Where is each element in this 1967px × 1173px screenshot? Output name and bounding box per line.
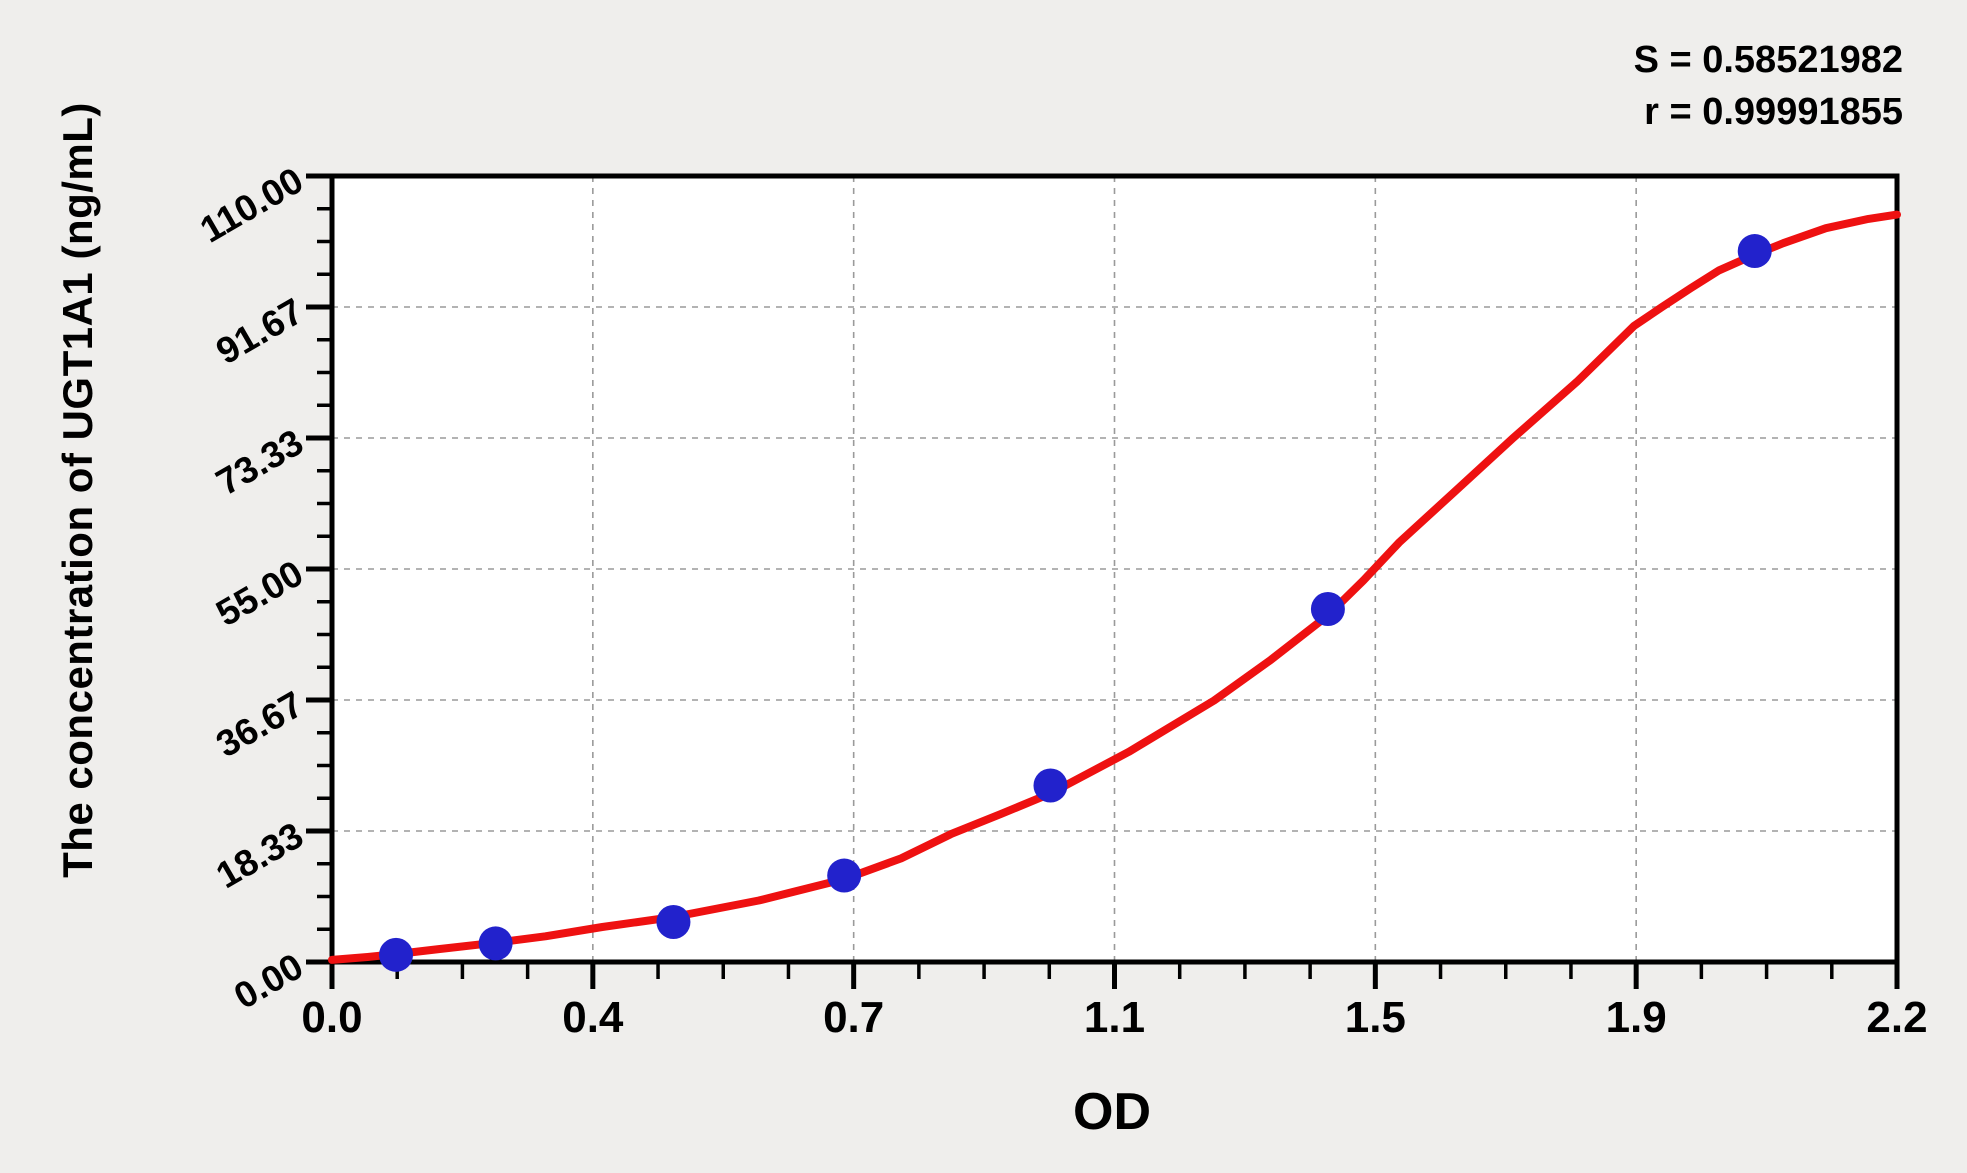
data-point — [1310, 592, 1345, 627]
x-tick-label: 0.7 — [823, 993, 884, 1042]
y-tick-label: 18.33 — [209, 814, 310, 896]
standard-curve-line — [328, 210, 1901, 964]
data-point — [827, 858, 862, 893]
fit-statistics: S = 0.58521982 r = 0.99991855 — [1634, 34, 1903, 139]
x-tick-label: 1.5 — [1345, 993, 1406, 1042]
data-point — [478, 926, 513, 961]
y-tick-label: 73.33 — [209, 421, 310, 503]
y-tick-label: 91.67 — [209, 290, 310, 372]
y-tick-label: 36.67 — [209, 683, 310, 765]
y-tick-label: 110.00 — [193, 159, 310, 250]
x-tick-label: 1.1 — [1084, 993, 1145, 1042]
y-tick-label: 55.00 — [209, 552, 310, 634]
x-axis-title: OD — [1073, 1083, 1151, 1141]
x-tick-label: 0.4 — [562, 993, 624, 1042]
x-tick-label: 1.9 — [1606, 993, 1667, 1042]
data-point — [1033, 768, 1068, 803]
stat-s-value: S = 0.58521982 — [1633, 39, 1903, 81]
x-tick-label: 0.0 — [301, 993, 362, 1042]
data-point — [656, 904, 691, 939]
data-point — [379, 937, 414, 972]
x-tick-label: 2.2 — [1866, 993, 1927, 1042]
y-axis-title: The concentration of UGT1A1 (ng/mL) — [54, 102, 101, 878]
y-tick-label: 0.00 — [227, 945, 310, 1017]
data-point — [1737, 234, 1772, 269]
stat-r-value: r = 0.99991855 — [1644, 91, 1903, 134]
